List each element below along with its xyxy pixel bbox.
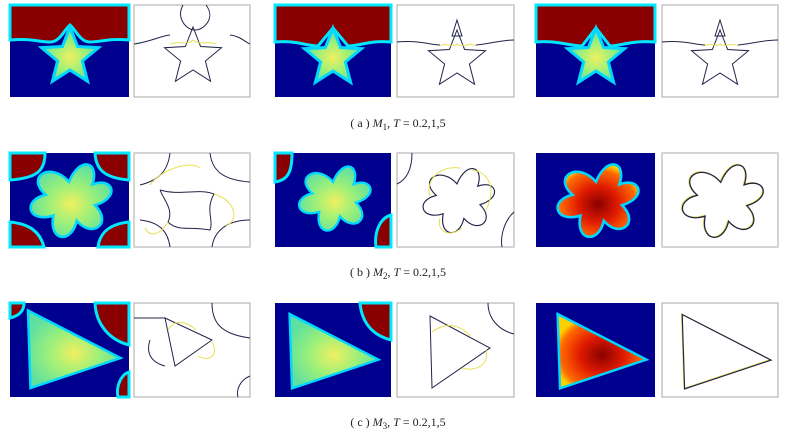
caption-separator: ,: [388, 265, 391, 279]
caption-variable: T: [393, 116, 401, 130]
panel-row-a: [8, 3, 779, 98]
caption-label: ( a ): [350, 116, 369, 130]
caption-separator: ,: [387, 116, 390, 130]
caption-subscript: 2: [383, 271, 388, 281]
caption-values: = 0.2,1,5: [403, 116, 446, 130]
caption-symbol: M: [372, 116, 384, 130]
caption-variable: T: [394, 265, 402, 279]
caption-symbol: M: [372, 415, 384, 429]
panel-row-b: [8, 151, 779, 249]
panel-row-c: [8, 301, 779, 399]
caption-subscript: 1: [383, 122, 388, 132]
caption-separator: ,: [387, 415, 390, 429]
caption-symbol: M: [372, 265, 384, 279]
caption-a: ( a ) M1, T = 0.2,1,5: [350, 116, 445, 132]
caption-subscript: 3: [383, 421, 388, 431]
caption-label: ( c ): [350, 415, 369, 429]
caption-b: ( b ) M2, T = 0.2,1,5: [350, 265, 446, 281]
caption-label: ( b ): [350, 265, 370, 279]
caption-c: ( c ) M3, T = 0.2,1,5: [350, 415, 445, 431]
caption-values: = 0.2,1,5: [403, 415, 446, 429]
caption-variable: T: [393, 415, 401, 429]
caption-values: = 0.2,1,5: [403, 265, 446, 279]
